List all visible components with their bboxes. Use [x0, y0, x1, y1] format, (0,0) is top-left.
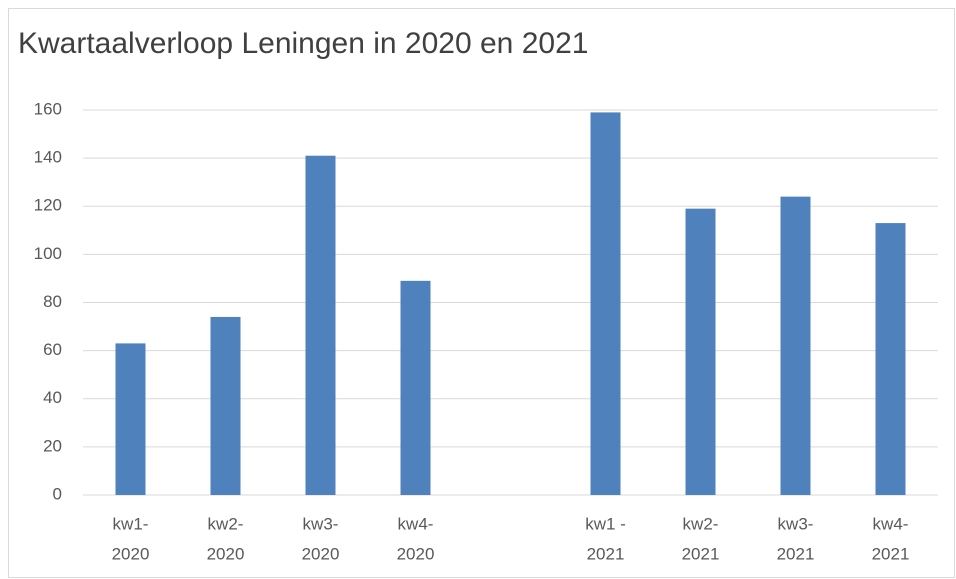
x-tick-label: kw2-	[208, 514, 244, 533]
y-tick-label: 140	[34, 148, 62, 167]
y-tick-label: 40	[43, 388, 62, 407]
x-tick-label: kw3-	[303, 514, 339, 533]
y-tick-label: 0	[53, 484, 62, 503]
x-tick-label: 2020	[397, 544, 435, 563]
y-tick-label: 80	[43, 292, 62, 311]
bar	[305, 155, 336, 495]
bar	[780, 196, 811, 495]
x-tick-label: kw4-	[873, 514, 909, 533]
x-tick-label: 2021	[872, 544, 910, 563]
y-tick-label: 100	[34, 244, 62, 263]
x-tick-label: 2020	[207, 544, 245, 563]
x-tick-label: kw2-	[683, 514, 719, 533]
x-tick-label: kw3-	[778, 514, 814, 533]
x-tick-label: kw4-	[398, 514, 434, 533]
chart-frame	[8, 8, 955, 578]
bar	[590, 112, 621, 495]
x-tick-label: kw1 -	[585, 514, 626, 533]
y-tick-label: 160	[34, 99, 62, 118]
x-tick-label: 2021	[777, 544, 815, 563]
y-tick-label: 120	[34, 196, 62, 215]
x-tick-label: 2020	[112, 544, 150, 563]
bar	[115, 343, 146, 495]
x-tick-label: 2020	[302, 544, 340, 563]
y-tick-label: 20	[43, 436, 62, 455]
bar	[875, 223, 906, 495]
x-tick-label: 2021	[587, 544, 625, 563]
bar	[400, 280, 431, 495]
x-tick-label: kw1-	[113, 514, 149, 533]
chart-title: Kwartaalverloop Leningen in 2020 en 2021	[18, 27, 588, 60]
x-tick-label: 2021	[682, 544, 720, 563]
y-tick-label: 60	[43, 340, 62, 359]
bar	[210, 316, 241, 495]
bar	[685, 208, 716, 495]
